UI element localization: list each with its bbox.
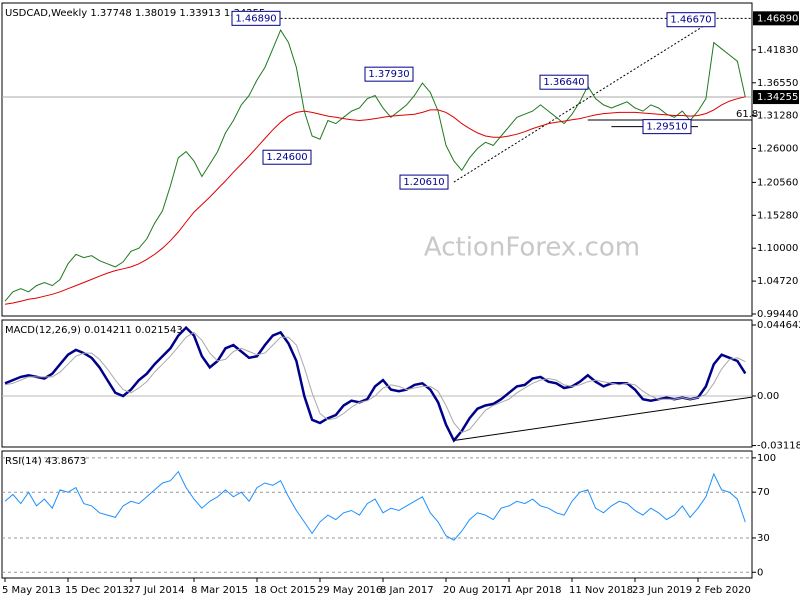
y-tick-label: -0.031183 bbox=[757, 441, 800, 452]
y-tick-label: 100 bbox=[757, 453, 776, 464]
y-tick-label: 70 bbox=[757, 487, 770, 498]
x-tick-label: 15 Dec 2013 bbox=[65, 585, 129, 596]
x-tick-label: 2 Feb 2020 bbox=[695, 585, 751, 596]
current-price-label: 1.34255 bbox=[757, 92, 798, 103]
panel-frame bbox=[1, 450, 753, 579]
annotation-label: 1.24600 bbox=[266, 152, 307, 163]
x-tick-label: 11 Nov 2018 bbox=[569, 585, 633, 596]
annotation-label: 1.46890 bbox=[235, 13, 276, 24]
ref-marker-label: 1.46890 bbox=[757, 13, 798, 24]
panel-title: USDCAD,Weekly 1.37748 1.38019 1.33913 1.… bbox=[5, 8, 265, 19]
x-tick-label: 29 May 2016 bbox=[317, 585, 382, 596]
x-tick-label: 18 Oct 2015 bbox=[254, 585, 316, 596]
series-line bbox=[4, 96, 746, 305]
annotation-box bbox=[539, 74, 589, 90]
watermark: ActionForex.com bbox=[424, 233, 640, 263]
y-tick-label: 0.00 bbox=[757, 391, 779, 402]
x-tick-label: 23 Jun 2019 bbox=[632, 585, 692, 596]
annotation-box bbox=[666, 12, 716, 28]
annotation-box bbox=[262, 149, 312, 165]
annotation-label: 1.36640 bbox=[543, 77, 584, 88]
y-tick-label: 1.20560 bbox=[757, 177, 798, 188]
y-tick-label: 0.044642 bbox=[757, 320, 800, 331]
series-line bbox=[4, 331, 746, 434]
y-tick-label: 0 bbox=[757, 567, 763, 578]
y-tick-label: 1.31280 bbox=[757, 111, 798, 122]
y-tick-label: 1.36550 bbox=[757, 78, 798, 89]
fib-label: 61.8 bbox=[736, 109, 758, 120]
series-line bbox=[4, 29, 746, 302]
x-tick-label: 1 Apr 2018 bbox=[506, 585, 561, 596]
x-tick-label: 5 May 2013 bbox=[2, 585, 61, 596]
annotation-box bbox=[364, 66, 414, 82]
panel-frame bbox=[1, 319, 753, 448]
annotation-box bbox=[231, 10, 281, 26]
y-tick-label: 1.15280 bbox=[757, 210, 798, 221]
annotation-box bbox=[642, 119, 692, 135]
annotation-label: 1.46670 bbox=[670, 15, 711, 26]
x-tick-label: 20 Aug 2017 bbox=[443, 585, 507, 596]
x-tick-label: 8 Jan 2017 bbox=[380, 585, 434, 596]
series-line bbox=[4, 470, 746, 541]
y-tick-label: 1.10000 bbox=[757, 243, 798, 254]
y-tick-label: 0.99440 bbox=[757, 309, 798, 320]
y-tick-label: 1.41830 bbox=[757, 45, 798, 56]
y-tick-label: 1.26000 bbox=[757, 144, 798, 155]
x-tick-label: 27 Jul 2014 bbox=[128, 585, 185, 596]
ref-marker bbox=[753, 11, 799, 26]
y-tick-label: 1.04720 bbox=[757, 276, 798, 287]
y-tick-label: 30 bbox=[757, 533, 770, 544]
current-price-marker bbox=[753, 90, 799, 105]
annotation-label: 1.20610 bbox=[403, 177, 444, 188]
annotation-label: 1.37930 bbox=[368, 69, 409, 80]
annotation-box bbox=[399, 174, 449, 190]
x-tick-label: 8 Mar 2015 bbox=[191, 585, 248, 596]
panel-title: MACD(12,26,9) 0.014211 0.021543 bbox=[5, 325, 183, 336]
trend-line bbox=[453, 19, 715, 183]
panel-frame bbox=[1, 2, 753, 317]
annotation-label: 1.29510 bbox=[646, 122, 687, 133]
macd-trend-line bbox=[453, 396, 753, 441]
panel-title: RSI(14) 43.8673 bbox=[5, 456, 86, 467]
